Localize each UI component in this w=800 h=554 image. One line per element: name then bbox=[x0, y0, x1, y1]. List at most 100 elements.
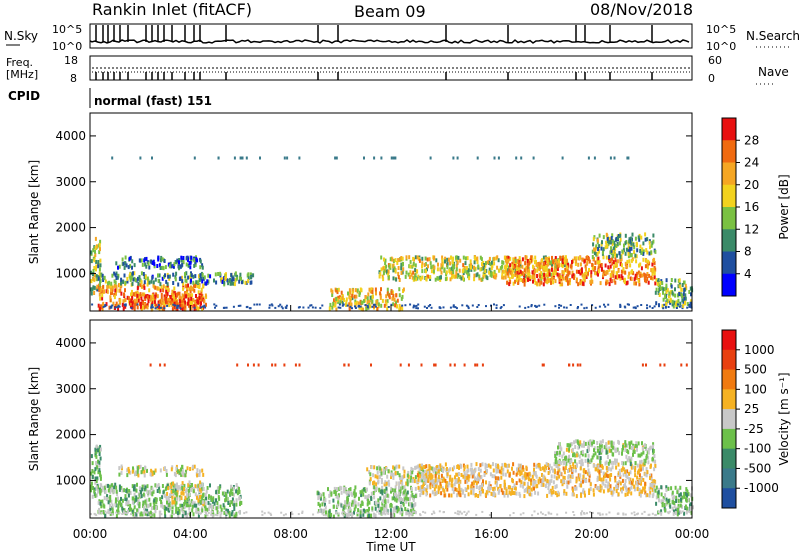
data-cell bbox=[387, 275, 390, 280]
data-cell bbox=[398, 278, 401, 282]
data-cell bbox=[648, 305, 651, 308]
data-cell bbox=[636, 248, 639, 253]
data-cell bbox=[464, 473, 467, 478]
data-cell bbox=[632, 449, 635, 453]
data-cell bbox=[574, 486, 577, 491]
data-cell bbox=[165, 469, 168, 473]
data-cell bbox=[484, 263, 487, 268]
data-cell bbox=[622, 267, 625, 271]
data-cell bbox=[188, 480, 191, 485]
data-cell bbox=[669, 290, 672, 295]
data-cell bbox=[599, 281, 602, 286]
data-cell bbox=[629, 462, 632, 467]
data-cell bbox=[526, 262, 529, 267]
data-cell bbox=[190, 299, 193, 304]
data-cell bbox=[534, 281, 537, 285]
data-cell bbox=[472, 491, 475, 496]
data-cell bbox=[507, 463, 510, 468]
data-cell bbox=[580, 267, 583, 272]
data-cell bbox=[337, 306, 340, 309]
data-cell bbox=[597, 266, 600, 271]
data-cell bbox=[509, 279, 512, 284]
data-cell bbox=[627, 487, 630, 492]
data-cell bbox=[629, 481, 632, 485]
data-cell bbox=[426, 307, 428, 309]
data-cell bbox=[366, 502, 369, 507]
data-cell bbox=[345, 491, 348, 496]
data-cell bbox=[547, 486, 550, 490]
data-cell bbox=[99, 263, 102, 268]
data-cell bbox=[141, 305, 144, 310]
data-cell bbox=[524, 475, 527, 480]
data-cell bbox=[690, 304, 692, 307]
data-cell bbox=[163, 493, 166, 498]
data-cell bbox=[669, 504, 672, 509]
data-cell bbox=[596, 238, 599, 243]
data-cell bbox=[671, 490, 674, 495]
data-cell bbox=[176, 306, 179, 309]
data-cell bbox=[111, 156, 114, 160]
data-cell bbox=[172, 293, 175, 298]
data-cell bbox=[143, 470, 146, 475]
data-cell bbox=[454, 479, 457, 484]
data-cell bbox=[142, 492, 145, 497]
data-cell bbox=[398, 303, 401, 308]
data-cell bbox=[598, 451, 601, 456]
data-cell bbox=[125, 488, 128, 493]
data-cell bbox=[349, 298, 352, 303]
data-cell bbox=[650, 268, 653, 273]
data-cell bbox=[173, 302, 176, 306]
data-cell bbox=[673, 509, 675, 514]
data-cell bbox=[657, 494, 660, 499]
data-cell bbox=[446, 472, 449, 477]
data-cell bbox=[485, 490, 488, 495]
data-cell bbox=[476, 260, 479, 264]
data-cell bbox=[568, 447, 571, 452]
data-cell bbox=[143, 292, 146, 297]
data-cell bbox=[223, 306, 226, 309]
data-cell bbox=[103, 504, 106, 509]
data-cell bbox=[601, 465, 604, 470]
data-cell bbox=[100, 504, 103, 509]
data-cell bbox=[93, 273, 96, 278]
data-cell bbox=[438, 275, 441, 280]
data-cell bbox=[418, 463, 421, 468]
data-cell bbox=[571, 473, 574, 478]
data-cell bbox=[661, 281, 664, 286]
data-cell bbox=[98, 468, 101, 473]
data-cell bbox=[605, 240, 608, 245]
data-cell bbox=[404, 488, 407, 493]
data-cell bbox=[286, 156, 289, 160]
data-cell bbox=[131, 496, 134, 501]
data-cell bbox=[114, 303, 117, 308]
data-cell bbox=[575, 494, 578, 499]
data-cell bbox=[604, 461, 607, 466]
data-cell bbox=[645, 258, 648, 263]
data-cell bbox=[169, 261, 172, 266]
data-cell bbox=[202, 283, 205, 288]
data-cell bbox=[113, 271, 116, 276]
data-cell bbox=[420, 466, 423, 471]
data-cell bbox=[582, 257, 585, 262]
data-cell bbox=[445, 485, 447, 490]
data-cell bbox=[515, 481, 518, 486]
data-cell bbox=[457, 490, 460, 495]
data-cell bbox=[352, 491, 355, 496]
data-cell bbox=[678, 493, 681, 498]
data-cell bbox=[197, 300, 199, 305]
data-cell bbox=[193, 464, 196, 469]
data-cell bbox=[530, 481, 532, 486]
data-cell bbox=[608, 511, 611, 514]
data-cell bbox=[95, 244, 98, 249]
data-cell bbox=[268, 306, 271, 309]
data-cell bbox=[530, 487, 533, 492]
data-cell bbox=[101, 488, 104, 493]
data-cell bbox=[302, 306, 305, 309]
data-cell bbox=[622, 486, 624, 491]
data-cell bbox=[554, 279, 557, 284]
data-cell bbox=[532, 156, 535, 160]
data-cell bbox=[362, 487, 365, 492]
data-cell bbox=[116, 496, 119, 501]
